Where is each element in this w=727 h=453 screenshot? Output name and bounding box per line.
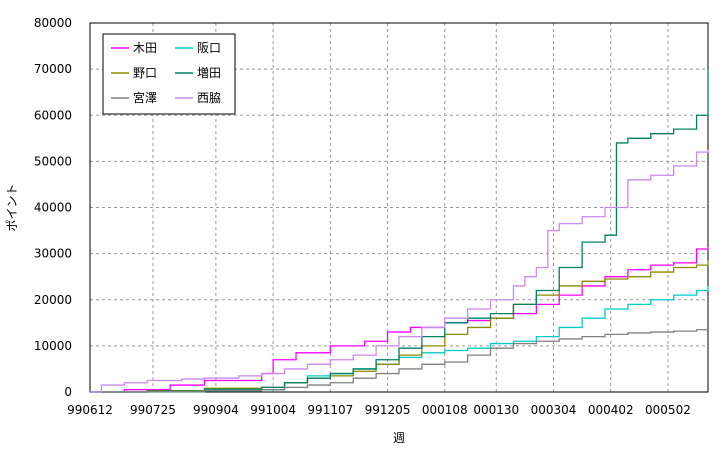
y-tick-label: 10000 [34,339,72,353]
legend-label: 阪口 [197,41,221,55]
x-tick-label: 000108 [422,403,468,417]
x-tick-label: 991107 [307,403,353,417]
x-tick-label: 991004 [250,403,296,417]
legend-label: 増田 [197,66,221,80]
series-lines [90,69,709,393]
y-tick-label: 20000 [34,293,72,307]
series-line [90,149,709,393]
series-line [90,329,709,393]
x-tick-label: 000304 [531,403,577,417]
y-tick-label: 30000 [34,247,72,261]
y-tick-label: 80000 [34,16,72,30]
x-tick-label: 991205 [365,403,411,417]
legend-label: 宮澤 [133,90,157,105]
y-tick-label: 50000 [34,154,72,168]
y-tick-label: 40000 [34,201,72,215]
x-tick-label: 000402 [588,403,634,417]
x-tick-label: 990725 [130,403,176,417]
y-axis-title: ポイント [5,183,19,231]
plot-frame [89,22,709,393]
y-tick-label: 60000 [34,108,72,122]
legend-label: 木田 [133,41,157,55]
legend-label: 野口 [133,66,157,80]
x-tick-label: 000502 [645,403,691,417]
x-tick-label: 990904 [193,403,239,417]
x-axis-title: 週 [393,431,405,445]
legend-label: 西脇 [197,91,221,105]
y-tick-label: 70000 [34,62,72,76]
y-tick-label: 0 [64,385,72,399]
x-tick-label: 990612 [67,403,113,417]
x-tick-label: 000130 [473,403,519,417]
axes: 0 10000 20000 30000 40000 50000 60000 70000 8000… [34,16,709,417]
